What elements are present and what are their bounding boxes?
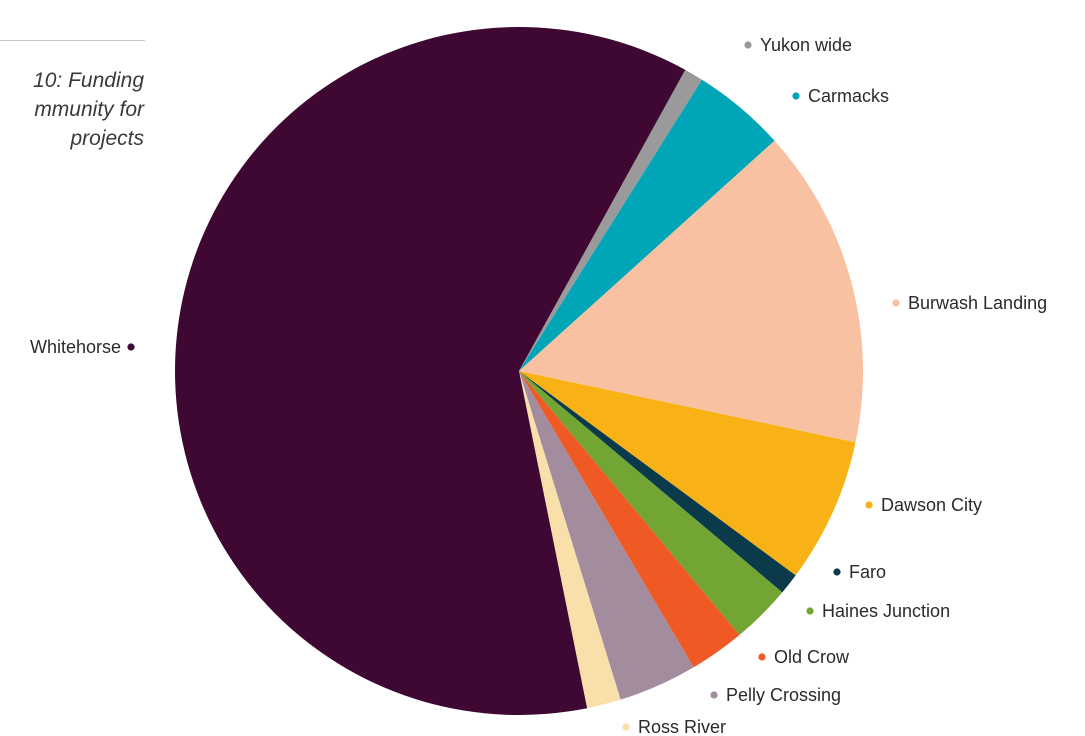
slice-label-yukon-wide: Yukon wide bbox=[760, 35, 852, 55]
pie-slice-carmacks bbox=[519, 79, 775, 371]
pie-slice-burwash-landing bbox=[519, 140, 864, 443]
slice-label-dawson-city: Dawson City bbox=[881, 495, 982, 515]
caption-divider bbox=[0, 40, 145, 41]
legend-dot-dawson-city bbox=[865, 501, 873, 509]
slice-label-carmacks: Carmacks bbox=[808, 86, 889, 106]
legend-dot-pelly-crossing bbox=[710, 691, 718, 699]
slice-label-pelly-crossing: Pelly Crossing bbox=[726, 685, 841, 705]
legend-dot-burwash-landing bbox=[892, 299, 900, 307]
pie-slice-faro bbox=[519, 371, 796, 593]
caption-line-1: 10: Funding bbox=[33, 69, 144, 92]
legend-dot-whitehorse bbox=[127, 343, 135, 351]
pie-slice-haines-junction bbox=[519, 371, 783, 636]
pie-slice-pelly-crossing bbox=[519, 371, 694, 700]
pie-labels: Yukon wide Carmacks Burwash Landing Dawson … bbox=[30, 35, 1047, 736]
chart-caption: 10: Funding mmunity for projects bbox=[0, 66, 144, 153]
legend-dot-carmacks bbox=[792, 92, 800, 100]
legend-dot-yukon-wide bbox=[744, 41, 752, 49]
pie-slice-ross-river bbox=[519, 371, 621, 709]
legend-dot-faro bbox=[833, 568, 841, 576]
caption-line-2: mmunity for bbox=[34, 98, 144, 121]
slice-label-ross-river: Ross River bbox=[638, 717, 726, 736]
legend-dot-old-crow bbox=[758, 653, 766, 661]
slice-label-burwash-landing: Burwash Landing bbox=[908, 293, 1047, 313]
pie-slice-yukon-wide bbox=[519, 69, 702, 371]
pie-slice-whitehorse bbox=[175, 26, 686, 715]
legend-dot-ross-river bbox=[622, 723, 630, 731]
pie-slice-old-crow bbox=[519, 371, 740, 668]
slice-label-whitehorse: Whitehorse bbox=[30, 337, 121, 357]
pie-slice-dawson-city bbox=[519, 371, 856, 576]
slice-label-faro: Faro bbox=[849, 562, 886, 582]
slice-label-haines-junction: Haines Junction bbox=[822, 601, 950, 621]
legend-dot-haines-junction bbox=[806, 607, 814, 615]
caption-line-3: projects bbox=[70, 127, 144, 150]
slice-label-old-crow: Old Crow bbox=[774, 647, 850, 667]
pie-slices bbox=[175, 26, 864, 715]
